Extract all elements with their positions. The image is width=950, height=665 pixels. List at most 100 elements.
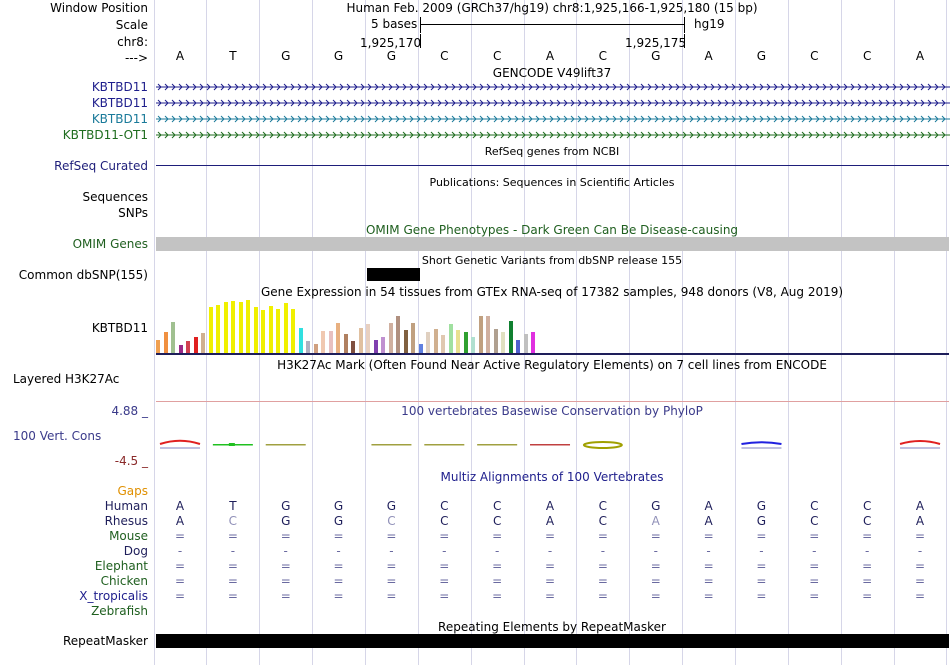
gtex-tissue-bar[interactable]: [508, 321, 513, 353]
gtex-tissue-bar[interactable]: [381, 337, 386, 353]
gtex-tissue-bar[interactable]: [366, 324, 371, 353]
gtex-tissue-bar[interactable]: [276, 308, 281, 353]
strand-chevron: [724, 99, 729, 107]
gtex-tissue-bar[interactable]: [493, 328, 498, 353]
publications-snps-label[interactable]: SNPs: [118, 206, 148, 220]
strand-chevron: [794, 115, 799, 123]
gtex-tissue-bar[interactable]: [448, 324, 453, 353]
refseq-gene-line[interactable]: [156, 165, 949, 166]
gtex-tissue-bar[interactable]: [396, 315, 401, 353]
gtex-tissue-bar[interactable]: [388, 323, 393, 353]
gtex-tissue-bar[interactable]: [208, 306, 213, 353]
gtex-tissue-bar[interactable]: [216, 304, 221, 353]
strand-chevron: [626, 115, 631, 123]
omim-gene-bar[interactable]: [156, 237, 949, 251]
gtex-tissue-bar[interactable]: [306, 341, 311, 353]
gencode-transcript-label[interactable]: KBTBD11: [91, 96, 148, 110]
gtex-tissue-bar[interactable]: [253, 307, 258, 353]
phylop-track-label[interactable]: 100 Vert. Cons: [13, 429, 102, 443]
strand-chevron: [451, 99, 456, 107]
gtex-tissue-bar[interactable]: [486, 315, 491, 353]
gtex-tissue-bar[interactable]: [501, 331, 506, 353]
multiz-alignment-base: =: [174, 529, 186, 543]
gtex-tissue-bar[interactable]: [418, 343, 423, 353]
gtex-tissue-bar[interactable]: [441, 335, 446, 353]
gencode-transcript-line[interactable]: [156, 82, 950, 92]
gtex-tissue-bar[interactable]: [531, 331, 536, 353]
gtex-tissue-bar[interactable]: [516, 340, 521, 353]
dbsnp-track-label[interactable]: Common dbSNP(155): [18, 268, 148, 282]
gencode-transcript-line[interactable]: [156, 114, 950, 124]
gencode-transcript-label[interactable]: KBTBD11: [91, 112, 148, 126]
multiz-species-label[interactable]: Chicken: [100, 574, 148, 588]
publications-sequences-label[interactable]: Sequences: [82, 190, 148, 204]
strand-chevron: [332, 115, 337, 123]
gtex-tissue-bar[interactable]: [328, 330, 333, 353]
repeatmasker-track-label[interactable]: RepeatMasker: [62, 634, 148, 648]
gtex-tissue-bar[interactable]: [223, 302, 228, 353]
multiz-species-label[interactable]: Dog: [123, 544, 148, 558]
gtex-tissue-bar[interactable]: [178, 344, 183, 353]
gtex-tissue-bar[interactable]: [283, 303, 288, 353]
multiz-species-label[interactable]: Zebrafish: [91, 604, 148, 618]
multiz-species-label[interactable]: Human: [104, 499, 148, 513]
omim-track-label[interactable]: OMIM Genes: [72, 237, 148, 251]
strand-chevron: [829, 83, 834, 91]
gtex-tissue-bar[interactable]: [186, 341, 191, 353]
h3k27ac-track-label[interactable]: Layered H3K27Ac: [13, 372, 120, 386]
gtex-gene-label[interactable]: KBTBD11: [91, 321, 148, 335]
multiz-species-label[interactable]: Elephant: [94, 559, 148, 573]
gtex-tissue-bar[interactable]: [238, 302, 243, 353]
multiz-alignment-base: -: [600, 544, 606, 558]
gtex-tissue-bar[interactable]: [171, 322, 176, 353]
grid-line: [788, 0, 789, 665]
gtex-tissue-bar[interactable]: [193, 337, 198, 353]
gtex-tissue-bar[interactable]: [343, 333, 348, 353]
gtex-tissue-bar[interactable]: [523, 333, 528, 353]
multiz-species-label[interactable]: Mouse: [109, 529, 148, 543]
strand-chevron: [199, 83, 204, 91]
gtex-tissue-bar[interactable]: [163, 331, 168, 353]
gtex-tissue-bar[interactable]: [261, 309, 266, 353]
gtex-tissue-bar[interactable]: [298, 327, 303, 353]
strand-chevron: [612, 99, 617, 107]
gtex-tissue-bar[interactable]: [291, 308, 296, 353]
gtex-tissue-bar[interactable]: [246, 300, 251, 353]
gencode-transcript-line[interactable]: [156, 98, 950, 108]
gtex-tissue-bar[interactable]: [373, 340, 378, 353]
gtex-tissue-bar[interactable]: [336, 323, 341, 353]
gtex-tissue-bar[interactable]: [426, 331, 431, 353]
gtex-tissue-bar[interactable]: [156, 340, 161, 353]
refseq-track-label[interactable]: RefSeq Curated: [54, 159, 148, 173]
repeatmasker-element-bar[interactable]: [156, 634, 949, 648]
multiz-alignment-base: =: [333, 559, 344, 573]
strand-chevron: [640, 83, 645, 91]
gtex-tissue-bar[interactable]: [433, 328, 438, 353]
multiz-species-label[interactable]: Rhesus: [104, 514, 148, 528]
gtex-tissue-bar[interactable]: [313, 343, 318, 353]
gtex-gene-line[interactable]: [156, 353, 949, 355]
multiz-species-label[interactable]: X_tropicalis: [79, 589, 148, 603]
gtex-tissue-bar[interactable]: [456, 329, 461, 353]
gtex-tissue-bar[interactable]: [231, 301, 236, 353]
gtex-tissue-bar[interactable]: [403, 329, 408, 353]
strand-chevron: [556, 131, 561, 139]
gtex-tissue-bar[interactable]: [268, 306, 273, 353]
gtex-tissue-bar[interactable]: [471, 337, 476, 353]
gtex-tissue-bar[interactable]: [463, 331, 468, 353]
multiz-alignment-base: C: [492, 499, 502, 513]
grid-line: [576, 0, 577, 665]
gencode-transcript-label[interactable]: KBTBD11-OT1: [62, 128, 148, 142]
gencode-transcript-label[interactable]: KBTBD11: [91, 80, 148, 94]
gtex-tissue-bar[interactable]: [201, 332, 206, 353]
gtex-tissue-bar[interactable]: [478, 315, 483, 353]
gtex-tissue-bar[interactable]: [351, 341, 356, 353]
gtex-tissue-bar[interactable]: [411, 323, 416, 353]
gencode-transcript-line[interactable]: [156, 130, 950, 140]
dbsnp-variant-box[interactable]: [367, 268, 420, 281]
gtex-tissue-bar[interactable]: [321, 330, 326, 353]
strand-chevron: [696, 131, 701, 139]
gtex-tissue-bar[interactable]: [358, 327, 363, 353]
